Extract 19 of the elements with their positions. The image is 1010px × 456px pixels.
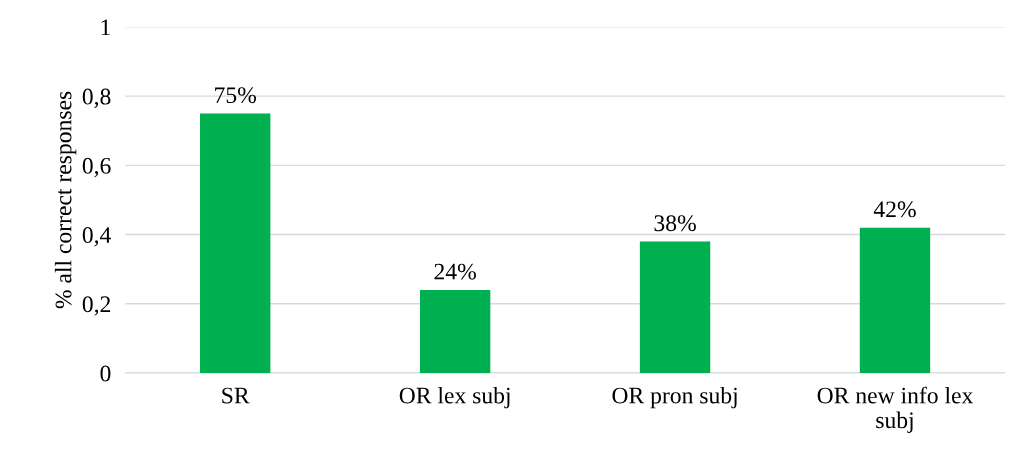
bar	[859, 227, 931, 374]
bar	[419, 289, 491, 374]
bar	[200, 113, 271, 374]
y-tick-label: 0,8	[82, 88, 111, 108]
x-tick-label: OR lex subj	[399, 386, 510, 409]
y-tick-label: 0,2	[82, 296, 111, 316]
x-tick-label: OR pron subj	[612, 386, 737, 409]
x-tick-label: OR new info lex subj	[817, 386, 974, 433]
data-label: 38%	[654, 215, 696, 232]
y-tick-label: 1	[101, 19, 110, 36]
data-label: 42%	[873, 201, 916, 218]
bar	[639, 241, 711, 374]
y-tick-label: 0	[100, 365, 111, 382]
data-label: 75%	[215, 87, 257, 104]
y-axis-title: % all correct responses	[54, 91, 77, 309]
data-label: 24%	[434, 263, 476, 280]
x-tick-label: SR	[222, 387, 250, 404]
y-tick-label: 0,4	[82, 227, 111, 247]
y-tick-label: 0,6	[82, 157, 111, 178]
